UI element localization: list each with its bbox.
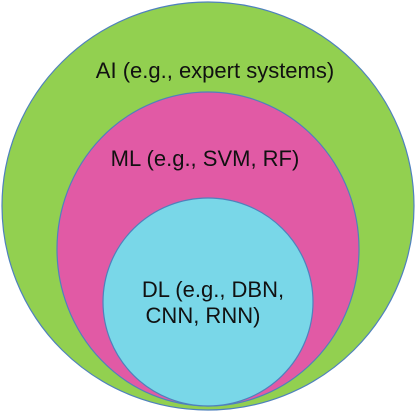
ml-label: ML (e.g., SVM, RF) [111,146,300,171]
dl-label-line-2: CNN, RNN) [146,303,261,328]
dl-ellipse [102,197,314,407]
ai-label: AI (e.g., expert systems) [96,58,334,83]
dl-label-line-1: DL (e.g., DBN, [142,277,284,302]
